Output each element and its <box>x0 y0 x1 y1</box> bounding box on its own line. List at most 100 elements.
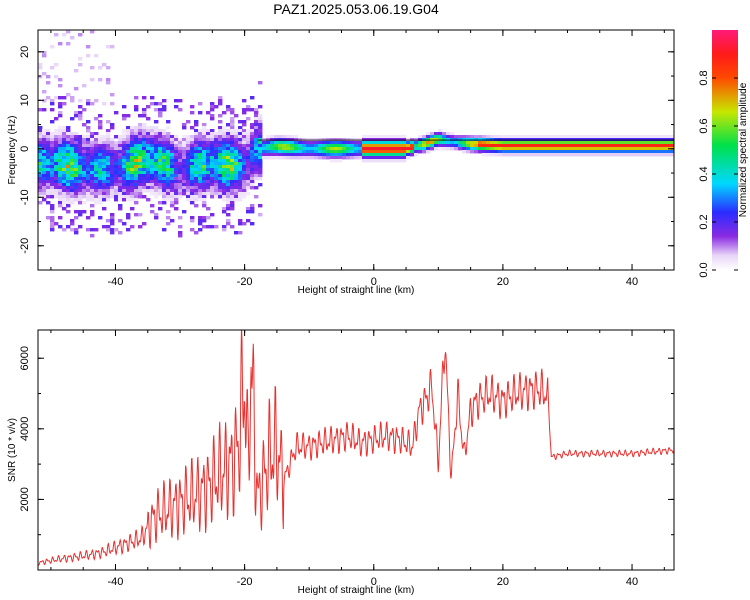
heatmap-cell <box>546 144 551 148</box>
heatmap-cell <box>174 141 179 145</box>
heatmap-cell <box>210 135 215 139</box>
heatmap-cell <box>330 144 335 148</box>
heatmap-cell <box>190 177 195 181</box>
heatmap-cell <box>550 147 555 151</box>
heatmap-cell <box>50 147 55 151</box>
heatmap-cell <box>582 150 587 154</box>
heatmap-cell <box>190 195 195 199</box>
heatmap-cell <box>234 114 239 118</box>
heatmap-cell <box>98 138 103 142</box>
heatmap-cell <box>50 216 55 220</box>
heatmap-cell <box>622 150 627 154</box>
heatmap-cell <box>210 174 215 178</box>
heatmap-cell <box>82 171 87 175</box>
heatmap-cell <box>210 144 215 148</box>
heatmap-cell <box>526 144 531 148</box>
heatmap-cell <box>510 153 515 157</box>
heatmap-cell <box>98 168 103 172</box>
heatmap-cell <box>426 147 431 151</box>
heatmap-cell <box>230 189 235 193</box>
heatmap-cell <box>146 186 151 190</box>
heatmap-cell <box>218 186 223 190</box>
heatmap-cell <box>238 222 243 226</box>
heatmap-cell <box>122 165 127 169</box>
heatmap-cell <box>518 150 523 154</box>
heatmap-cell <box>150 147 155 151</box>
heatmap-cell <box>470 144 475 148</box>
heatmap-cell <box>498 144 503 148</box>
heatmap-cell <box>586 150 591 154</box>
heatmap-cell <box>522 144 527 148</box>
heatmap-cell <box>466 144 471 148</box>
heatmap-cell <box>58 204 63 208</box>
heatmap-cell <box>58 102 63 106</box>
x-tick-label: -40 <box>108 576 124 588</box>
heatmap-cell <box>494 135 499 139</box>
heatmap-cell <box>230 186 235 190</box>
heatmap-cell <box>170 177 175 181</box>
heatmap-cell <box>198 168 203 172</box>
heatmap-cell <box>158 111 163 115</box>
heatmap-cell <box>254 195 259 199</box>
heatmap-cell <box>50 120 55 124</box>
heatmap-cell <box>202 186 207 190</box>
heatmap-cell <box>470 141 475 145</box>
heatmap-cell <box>138 114 143 118</box>
heatmap-cell <box>254 150 259 154</box>
heatmap-cell <box>218 141 223 145</box>
heatmap-cell <box>166 126 171 130</box>
heatmap-cell <box>82 153 87 157</box>
heatmap-cell <box>58 189 63 193</box>
heatmap-cell <box>74 114 79 118</box>
heatmap-cell <box>166 180 171 184</box>
heatmap-cell <box>162 177 167 181</box>
heatmap-cell <box>86 159 91 163</box>
heatmap-cell <box>126 138 131 142</box>
heatmap-cell <box>54 135 59 139</box>
heatmap-cell <box>558 144 563 148</box>
heatmap-cell <box>130 171 135 175</box>
heatmap-cell <box>78 213 83 217</box>
heatmap-cell <box>78 162 83 166</box>
heatmap-cell <box>114 198 119 202</box>
heatmap-cell <box>70 174 75 178</box>
heatmap-cell <box>194 144 199 148</box>
heatmap-cell <box>586 135 591 139</box>
heatmap-cell <box>158 135 163 139</box>
heatmap-cell <box>218 129 223 133</box>
heatmap-cell <box>194 123 199 127</box>
heatmap-cell <box>158 132 163 136</box>
heatmap-cell <box>62 171 67 175</box>
colorbar-tick-label: 0.2 <box>698 214 710 229</box>
heatmap-cell <box>130 141 135 145</box>
x-tick-label: 20 <box>497 276 509 288</box>
heatmap-cell <box>146 141 151 145</box>
heatmap-cell <box>214 147 219 151</box>
heatmap-cell <box>198 162 203 166</box>
heatmap-cell <box>310 150 315 154</box>
heatmap-cell <box>218 147 223 151</box>
heatmap-cell <box>486 150 491 154</box>
heatmap-cell <box>94 165 99 169</box>
heatmap-cell <box>430 144 435 148</box>
y-tick-label: -20 <box>19 238 31 254</box>
heatmap-cell <box>106 186 111 190</box>
heatmap-cell <box>634 150 639 154</box>
heatmap-cell <box>82 150 87 154</box>
heatmap-cell <box>238 180 243 184</box>
heatmap-cell <box>250 174 255 178</box>
heatmap-cell <box>358 153 363 157</box>
heatmap-cell <box>90 159 95 163</box>
heatmap-cell <box>378 150 383 154</box>
heatmap-cell <box>118 150 123 154</box>
heatmap-cell <box>222 192 227 196</box>
heatmap-cell <box>134 189 139 193</box>
heatmap-cell <box>102 102 107 106</box>
heatmap-cell <box>130 156 135 160</box>
heatmap-cell <box>78 114 83 118</box>
snr-frame <box>37 329 675 571</box>
heatmap-cell <box>186 144 191 148</box>
heatmap-cell <box>98 150 103 154</box>
heatmap-cell <box>102 162 107 166</box>
heatmap-cell <box>534 150 539 154</box>
